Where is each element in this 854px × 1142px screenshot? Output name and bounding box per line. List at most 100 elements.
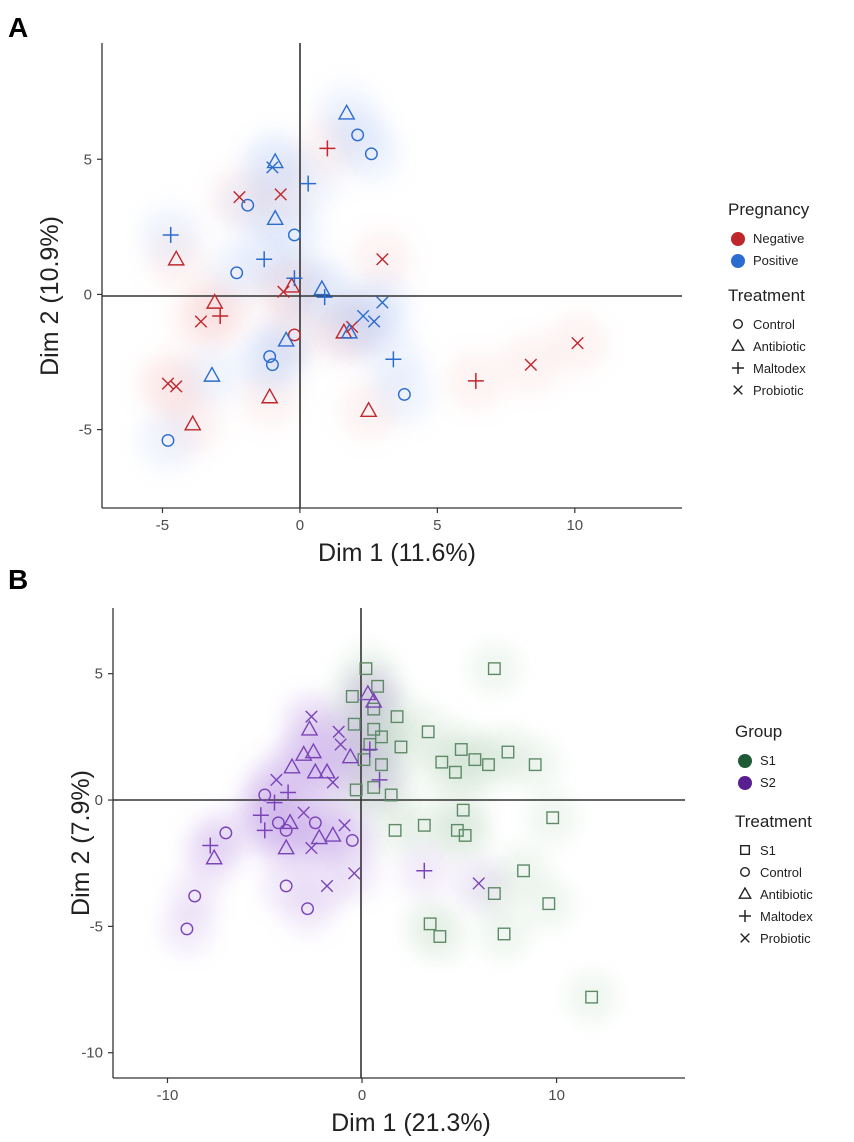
b-point-s1-square bbox=[528, 758, 542, 772]
b-point-s1-square bbox=[367, 702, 381, 716]
panel-a-y-axis-title: Dim 2 (10.9%) bbox=[36, 216, 64, 376]
b-point-s1-square bbox=[359, 662, 373, 676]
b-point-s1-square bbox=[482, 758, 495, 772]
panel-a-ticks: -5 0 5 10 -5 0 5 bbox=[79, 151, 583, 534]
a-density-positive-blob bbox=[341, 123, 402, 184]
b-point-s2-triangle bbox=[306, 762, 325, 779]
b-legend-label-control: Control bbox=[760, 865, 802, 880]
b-legend-key-maltodex-plus bbox=[739, 910, 751, 922]
b-density-s1-blob bbox=[413, 910, 466, 963]
b-legend-label-antibiotic: Antibiotic bbox=[760, 887, 813, 902]
a-point-positive-circle bbox=[397, 387, 411, 401]
a-point-positive-triangle bbox=[266, 209, 284, 226]
b-point-s1-square bbox=[367, 722, 381, 736]
b-legend-key-antibiotic-triangle bbox=[738, 886, 752, 899]
a-legend-key-positive bbox=[731, 254, 745, 268]
b-point-s2-circle bbox=[301, 902, 315, 916]
a-legend-key-probiotic-x bbox=[733, 385, 743, 395]
a-point-positive-triangle bbox=[277, 330, 295, 347]
a-y-tick-label: 5 bbox=[84, 151, 92, 168]
b-point-s2-plus bbox=[371, 771, 388, 788]
b-point-s1-square bbox=[433, 930, 447, 943]
b-point-s2-x bbox=[332, 725, 345, 739]
b-legend-key-s1-square bbox=[739, 844, 751, 856]
panel-b-points bbox=[180, 662, 599, 1004]
a-point-negative-triangle bbox=[205, 293, 224, 309]
b-point-s1-square bbox=[585, 990, 599, 1004]
b-point-s1-square bbox=[421, 725, 435, 739]
b-point-s1-square bbox=[394, 740, 408, 754]
a-point-positive-x bbox=[367, 315, 381, 328]
b-point-s1-square bbox=[454, 743, 468, 756]
a-point-positive-triangle bbox=[340, 322, 359, 339]
a-density-positive-blob bbox=[206, 242, 267, 303]
a-point-negative-x bbox=[277, 285, 290, 298]
b-point-s2-triangle bbox=[318, 762, 336, 779]
b-y-tick-label: 5 bbox=[95, 666, 103, 683]
a-legend-key-antibiotic-triangle bbox=[731, 338, 745, 351]
a-legend-title-pregnancy: Pregnancy bbox=[728, 200, 810, 219]
a-point-negative-triangle bbox=[359, 401, 378, 417]
a-legend-label-positive: Positive bbox=[753, 253, 799, 268]
b-density-s1-blob bbox=[478, 907, 531, 960]
b-point-s2-circle bbox=[219, 826, 233, 840]
b-point-s2-x bbox=[472, 877, 486, 890]
a-x-tick-label: -5 bbox=[156, 517, 169, 534]
b-point-s2-triangle bbox=[341, 747, 360, 764]
b-point-s2-circle bbox=[279, 879, 293, 893]
a-point-negative-triangle bbox=[282, 276, 301, 293]
b-point-s2-circle bbox=[271, 816, 285, 830]
a-density-positive-blob bbox=[374, 364, 435, 425]
b-point-s1-square bbox=[450, 823, 464, 837]
a-point-positive-triangle bbox=[337, 103, 356, 120]
a-point-negative-x bbox=[161, 377, 175, 390]
b-legend-label-s2: S2 bbox=[760, 775, 776, 790]
b-density-s1-blob bbox=[468, 642, 521, 695]
panel-b: B -10 0 10 -10 -5 0 5 Dim 1 (21.3%) Dim 2 (7.9… bbox=[8, 564, 813, 1137]
b-point-s2-triangle bbox=[359, 684, 377, 701]
a-point-positive-circle bbox=[364, 147, 378, 161]
a-legend-key-maltodex-plus bbox=[732, 362, 744, 374]
a-point-negative-x bbox=[524, 358, 538, 371]
a-point-positive-circle bbox=[161, 433, 175, 447]
b-point-s2-triangle bbox=[283, 757, 301, 774]
b-x-tick-label: -10 bbox=[157, 1087, 179, 1104]
b-y-tick-label: -5 bbox=[90, 918, 103, 935]
a-point-positive-plus bbox=[385, 351, 402, 368]
b-point-s1-square bbox=[384, 788, 398, 802]
a-point-positive-plus bbox=[162, 226, 179, 243]
b-point-s2-x bbox=[297, 806, 310, 819]
b-point-s1-square bbox=[487, 662, 501, 676]
b-density-s1-blob bbox=[565, 971, 618, 1024]
b-point-s1-square bbox=[546, 811, 560, 825]
a-point-negative-x bbox=[376, 253, 389, 266]
b-point-s1-square bbox=[468, 753, 482, 767]
a-point-positive-circle bbox=[241, 198, 255, 212]
a-legend-label-antibiotic: Antibiotic bbox=[753, 339, 806, 354]
a-point-negative-plus bbox=[467, 372, 484, 389]
b-point-s2-x bbox=[347, 867, 361, 880]
b-point-s1-square bbox=[417, 818, 431, 832]
panel-b-ticks: -10 0 10 -10 -5 0 5 bbox=[81, 666, 565, 1104]
a-legend-title-treatment: Treatment bbox=[728, 286, 805, 305]
a-point-negative-x bbox=[571, 336, 584, 350]
panel-b-y-axis-title: Dim 2 (7.9%) bbox=[67, 770, 95, 916]
b-point-s1-square bbox=[423, 917, 437, 931]
a-point-positive-x bbox=[266, 161, 279, 174]
b-point-s1-square bbox=[458, 828, 472, 842]
b-legend-key-probiotic-x bbox=[740, 933, 750, 943]
a-point-negative-plus bbox=[319, 140, 336, 157]
b-point-s1-square bbox=[501, 745, 515, 759]
b-point-s2-circle bbox=[258, 788, 272, 802]
panel-b-x-axis-title: Dim 1 (21.3%) bbox=[331, 1109, 491, 1137]
b-point-s2-x bbox=[338, 819, 351, 832]
b-legend-title-treatment: Treatment bbox=[735, 812, 812, 831]
a-point-negative-triangle bbox=[183, 414, 202, 431]
b-point-s1-square bbox=[345, 689, 359, 703]
a-point-negative-x bbox=[169, 380, 183, 393]
b-density-s1-blob bbox=[522, 877, 575, 930]
a-point-positive-plus bbox=[256, 251, 273, 268]
a-point-positive-x bbox=[376, 296, 389, 309]
b-density-s1-blob bbox=[509, 738, 562, 791]
b-legend-label-s1: S1 bbox=[760, 843, 776, 858]
